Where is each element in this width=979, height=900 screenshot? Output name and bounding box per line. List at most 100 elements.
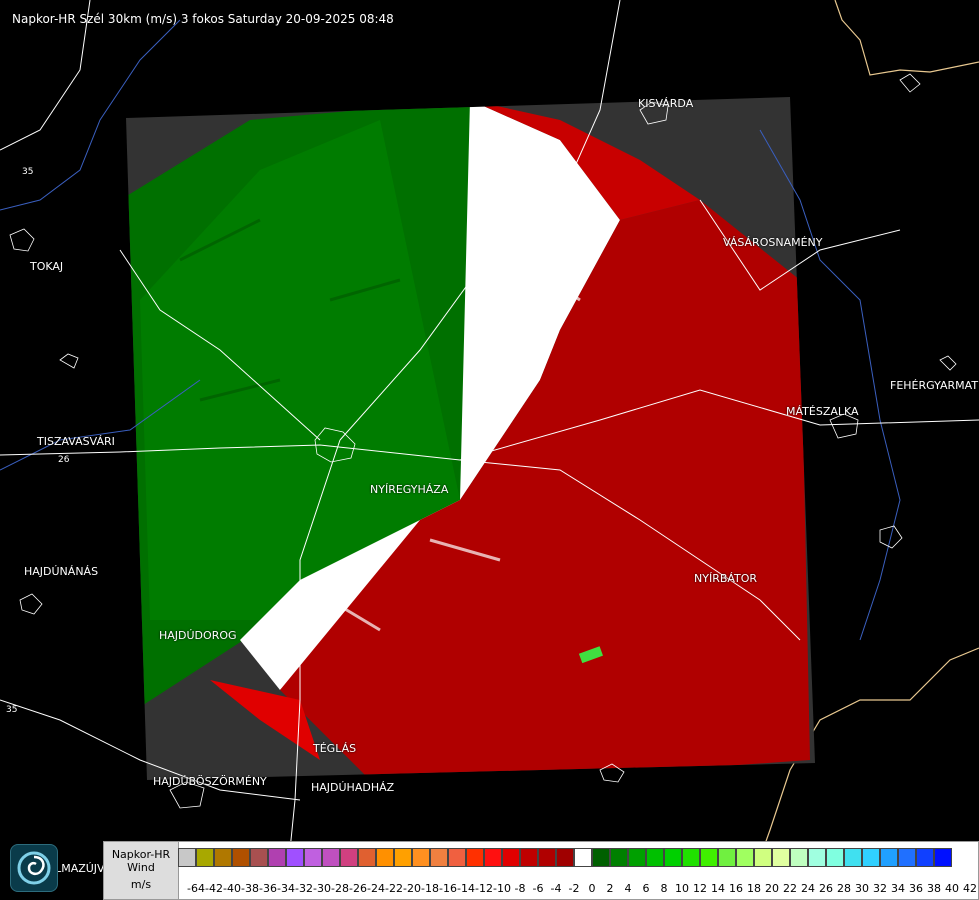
legend-tick-label: -4 bbox=[550, 882, 562, 895]
legend-tick-label: -12 bbox=[475, 882, 493, 895]
city-label-hajdudorog: HAJDÚDOROG bbox=[159, 629, 237, 642]
legend-swatch bbox=[358, 848, 376, 867]
legend-product: Napkor-HR bbox=[111, 848, 171, 861]
legend-tick-label: 28 bbox=[837, 882, 851, 895]
legend-swatch bbox=[916, 848, 934, 867]
legend-swatch bbox=[682, 848, 700, 867]
legend-swatch bbox=[934, 848, 952, 867]
legend-tick-label: 24 bbox=[801, 882, 815, 895]
legend-tick-label: 14 bbox=[711, 882, 725, 895]
legend-tick-label: 12 bbox=[693, 882, 707, 895]
legend-tick-label: -8 bbox=[514, 882, 526, 895]
legend-tick-label: 4 bbox=[624, 882, 632, 895]
legend-swatch bbox=[268, 848, 286, 867]
city-label-fehergyarmat: FEHÉRGYARMAT bbox=[890, 379, 979, 392]
legend-swatch bbox=[394, 848, 412, 867]
legend-swatch bbox=[844, 848, 862, 867]
legend-swatch bbox=[592, 848, 610, 867]
legend-tick-label: 42 bbox=[963, 882, 977, 895]
legend-swatch bbox=[376, 848, 394, 867]
legend-quantity: Wind bbox=[127, 861, 155, 874]
legend-tick-label: 40 bbox=[945, 882, 959, 895]
legend-swatch bbox=[772, 848, 790, 867]
legend-tick-label: -36 bbox=[259, 882, 277, 895]
legend-swatch bbox=[196, 848, 214, 867]
legend-swatch bbox=[340, 848, 358, 867]
legend-tick-label: -34 bbox=[277, 882, 295, 895]
legend-swatch bbox=[646, 848, 664, 867]
legend-tick-label: 2 bbox=[606, 882, 614, 895]
legend-swatch bbox=[448, 848, 466, 867]
legend-tick-label: 16 bbox=[729, 882, 743, 895]
legend-tick-label: -26 bbox=[349, 882, 367, 895]
city-label-nyirbator: NYÍRBÁTOR bbox=[694, 572, 758, 585]
map-title: Napkor-HR Szél 30km (m/s) 3 fokos Saturd… bbox=[12, 12, 394, 26]
city-label-hajduboszormeny: HAJDÚBÖSZÖRMÉNY bbox=[153, 775, 267, 788]
road-label-26: 26 bbox=[58, 455, 70, 465]
legend-swatch bbox=[610, 848, 628, 867]
legend-tick-label: 38 bbox=[927, 882, 941, 895]
legend-tick-label: 22 bbox=[783, 882, 797, 895]
road-35-north bbox=[0, 0, 91, 151]
legend-tick-label: -42 bbox=[205, 882, 223, 895]
legend-swatch bbox=[466, 848, 484, 867]
legend-tick-label: -14 bbox=[457, 882, 475, 895]
legend-tick-label: -64 bbox=[187, 882, 205, 895]
legend-tick-label: 20 bbox=[765, 882, 779, 895]
legend-tick-label: 6 bbox=[642, 882, 650, 895]
legend-swatch bbox=[736, 848, 754, 867]
city-label-hajdunanas: HAJDÚNÁNÁS bbox=[24, 565, 99, 578]
legend-swatch bbox=[664, 848, 682, 867]
city-label-tiszavasvari: TISZAVASVÁRI bbox=[37, 435, 115, 448]
legend-tick-label: -38 bbox=[241, 882, 259, 895]
legend-tick-label: -18 bbox=[421, 882, 439, 895]
legend-tick-label: 18 bbox=[747, 882, 761, 895]
city-label-nyiregyhaza: NYÍREGYHÁZA bbox=[370, 483, 449, 496]
legend-tick-label: 30 bbox=[855, 882, 869, 895]
legend-swatch bbox=[898, 848, 916, 867]
legend-swatch bbox=[502, 848, 520, 867]
legend-tick-label: -10 bbox=[493, 882, 511, 895]
city-label-mateszalka: MÁTÉSZALKA bbox=[786, 405, 859, 418]
legend-tick-label: -6 bbox=[532, 882, 544, 895]
legend-swatch bbox=[826, 848, 844, 867]
legend-swatch bbox=[520, 848, 538, 867]
legend-tick-label: 8 bbox=[660, 882, 668, 895]
legend-swatch bbox=[214, 848, 232, 867]
wind-legend: Napkor-HR Wind m/s -64 -42 -40 -38 -36 -34 -32… bbox=[103, 841, 979, 900]
legend-tick-label: -20 bbox=[403, 882, 421, 895]
legend-swatch bbox=[556, 848, 574, 867]
legend-tick-label: 26 bbox=[819, 882, 833, 895]
legend-tick-label: 34 bbox=[891, 882, 905, 895]
legend-tick-label: 32 bbox=[873, 882, 887, 895]
legend-swatch bbox=[754, 848, 772, 867]
legend-swatch bbox=[718, 848, 736, 867]
legend-swatch bbox=[808, 848, 826, 867]
legend-swatch bbox=[538, 848, 556, 867]
legend-swatch bbox=[232, 848, 250, 867]
legend-tick-label: -22 bbox=[385, 882, 403, 895]
legend-tick-label: -32 bbox=[295, 882, 313, 895]
legend-header: Napkor-HR Wind m/s bbox=[104, 842, 179, 899]
legend-swatch bbox=[178, 848, 196, 867]
legend-swatch bbox=[286, 848, 304, 867]
road-label-35-north: 35 bbox=[22, 167, 33, 177]
legend-swatch bbox=[430, 848, 448, 867]
city-label-vasarosnameny: VÁSÁROSNAMÉNY bbox=[723, 236, 823, 249]
legend-tick-label: -28 bbox=[331, 882, 349, 895]
legend-swatch bbox=[484, 848, 502, 867]
legend-swatch bbox=[790, 848, 808, 867]
radar-echoes bbox=[126, 100, 810, 780]
legend-swatch bbox=[880, 848, 898, 867]
city-label-tokaj: TOKAJ bbox=[30, 260, 64, 273]
legend-tick-label: -16 bbox=[439, 882, 457, 895]
legend-swatch bbox=[304, 848, 322, 867]
legend-tick-label: -2 bbox=[568, 882, 580, 895]
legend-swatch bbox=[574, 848, 592, 867]
storm-swirl-icon bbox=[10, 844, 58, 892]
legend-tick-label: 36 bbox=[909, 882, 923, 895]
legend-tick-label: -30 bbox=[313, 882, 331, 895]
city-label-teglas: TÉGLÁS bbox=[313, 742, 357, 755]
